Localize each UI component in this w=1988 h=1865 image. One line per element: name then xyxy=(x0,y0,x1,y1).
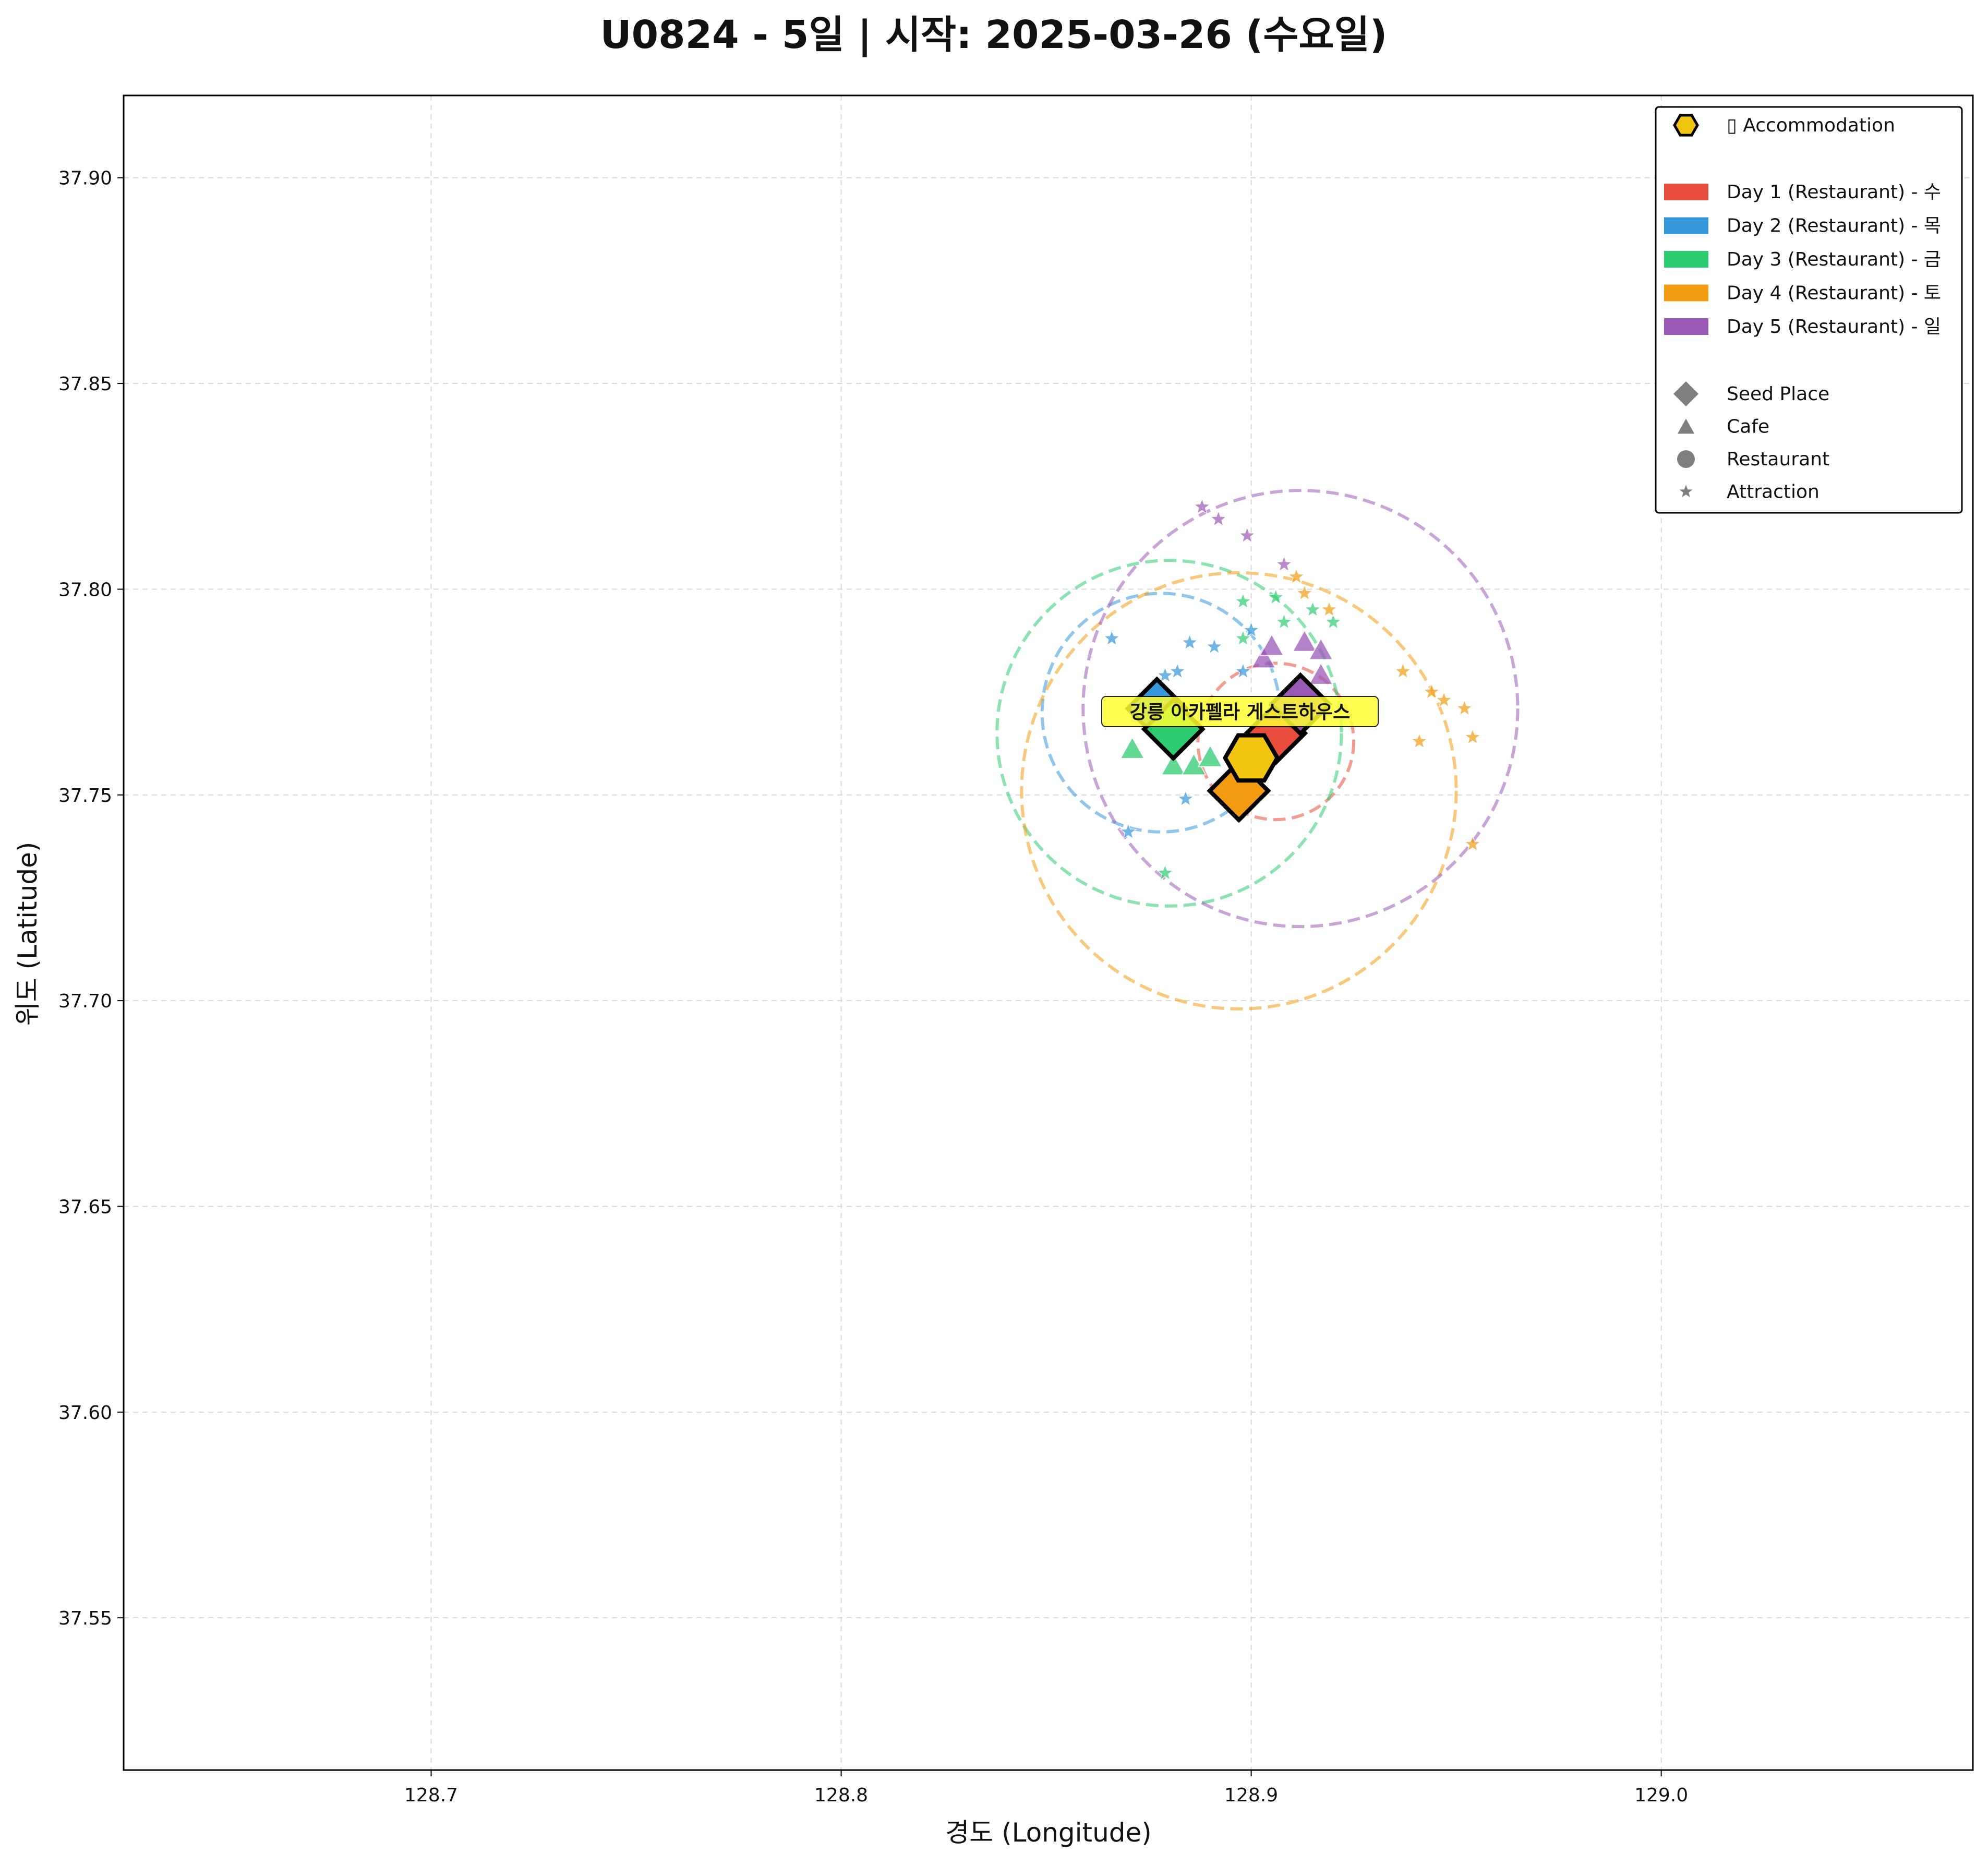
cafe-point-day-5 xyxy=(1308,662,1334,685)
attraction-point-day-2 xyxy=(1168,662,1187,679)
attraction-point-day-4 xyxy=(1394,662,1412,679)
attraction-point-day-4 xyxy=(1455,699,1474,716)
attraction-point-day-3 xyxy=(1156,863,1174,881)
y-tick-label: 37.90 xyxy=(58,168,112,189)
attraction-point-day-2 xyxy=(1103,629,1121,646)
attraction-point-day-3 xyxy=(1275,612,1293,630)
legend-diamond-icon xyxy=(1673,381,1698,406)
y-tick-label: 37.75 xyxy=(58,785,112,807)
attraction-point-day-4 xyxy=(1295,584,1314,601)
attraction-point-day-5 xyxy=(1275,555,1293,572)
attraction-point-day-5 xyxy=(1238,526,1256,544)
attraction-point-day-4 xyxy=(1463,728,1482,745)
legend-box xyxy=(1655,106,1963,514)
legend-day-2-swatch xyxy=(1664,217,1708,234)
legend-triangle-label: Cafe xyxy=(1727,416,1769,438)
y-tick-label: 37.85 xyxy=(58,374,112,395)
x-axis-label: 경도 (Longitude) xyxy=(945,1818,1152,1848)
y-tick-label: 37.65 xyxy=(58,1196,112,1218)
x-tick-label: 129.0 xyxy=(1634,1785,1688,1806)
attraction-point-day-2 xyxy=(1119,822,1138,840)
y-tick-label: 37.55 xyxy=(58,1608,112,1629)
radius-circle-day-3 xyxy=(995,559,1343,908)
attraction-point-day-3 xyxy=(1324,612,1343,630)
attraction-point-day-3 xyxy=(1234,592,1252,609)
legend-day-4-label: Day 4 (Restaurant) - 토 xyxy=(1727,283,1941,304)
attraction-point-day-4 xyxy=(1320,600,1339,618)
points xyxy=(1103,497,1482,881)
y-tick-label: 37.60 xyxy=(58,1402,112,1424)
legend-day-5-swatch xyxy=(1664,318,1708,335)
accommodation-label-box xyxy=(1101,696,1379,727)
legend-star-label: Attraction xyxy=(1727,482,1820,503)
accommodation-marker xyxy=(1222,733,1280,783)
y-tick-label: 37.70 xyxy=(58,991,112,1012)
attraction-point-day-2 xyxy=(1205,637,1224,655)
attraction-point-day-3 xyxy=(1304,600,1322,618)
x-tick-label: 128.9 xyxy=(1224,1785,1278,1806)
y-axis-label: 위도 (Latitude) xyxy=(13,842,43,1026)
legend-day-1-swatch xyxy=(1664,184,1708,200)
attraction-point-day-2 xyxy=(1176,789,1195,807)
attraction-point-day-5 xyxy=(1209,510,1227,527)
legend-triangle-icon xyxy=(1677,418,1695,434)
chart-title: U0824 - 5일 | 시작: 2025-03-26 (수요일) xyxy=(600,13,1388,57)
legend-accommodation-icon xyxy=(1673,114,1699,137)
y-tick-label: 37.80 xyxy=(58,579,112,600)
legend-day-2-label: Day 2 (Restaurant) - 목 xyxy=(1727,215,1941,237)
radius-circle-day-1 xyxy=(1196,661,1356,822)
legend-circle-label: Restaurant xyxy=(1727,449,1829,470)
cafe-point-day-5 xyxy=(1308,637,1334,660)
cafe-point-day-3 xyxy=(1160,752,1186,776)
legend-accommodation-label: ▯ Accommodation xyxy=(1727,115,1895,136)
axis-ticks: 128.7 128.8 128.9 129.0 37.55 37.60 37.65 37.70… xyxy=(58,168,1688,1806)
legend-day-1-label: Day 1 (Restaurant) - 수 xyxy=(1727,182,1941,203)
x-tick-label: 128.7 xyxy=(404,1785,458,1806)
legend: ▯ Accommodation Day 1 (Restaurant) - 수 Day… xyxy=(1655,106,1963,514)
legend-day-3-label: Day 3 (Restaurant) - 금 xyxy=(1727,249,1941,270)
attraction-point-day-2 xyxy=(1180,633,1199,651)
attraction-point-day-3 xyxy=(1267,588,1285,605)
attraction-point-day-4 xyxy=(1463,835,1482,852)
attraction-point-day-4 xyxy=(1410,732,1429,749)
attraction-point-day-4 xyxy=(1435,691,1453,708)
attraction-point-day-2 xyxy=(1156,666,1174,683)
accommodation-label: 강릉 아카펠라 게스트하우스 xyxy=(1130,702,1351,723)
plot-frame xyxy=(123,94,1974,1771)
cafe-point-day-5 xyxy=(1259,633,1285,656)
cafe-point-day-3 xyxy=(1119,736,1146,759)
attraction-point-day-4 xyxy=(1423,682,1441,700)
attraction-point-day-5 xyxy=(1192,497,1211,515)
accommodation-layer: 강릉 아카펠라 게스트하우스 xyxy=(1101,696,1379,783)
radius-circle-day-4 xyxy=(1020,571,1458,1010)
grid xyxy=(124,95,1973,1770)
attraction-point-day-3 xyxy=(1234,629,1252,646)
legend-circle-icon xyxy=(1677,450,1695,468)
legend-diamond-label: Seed Place xyxy=(1727,383,1829,405)
attraction-point-day-4 xyxy=(1287,567,1306,585)
legend-star-icon xyxy=(1679,485,1693,497)
radius-circle-day-5 xyxy=(1081,489,1520,929)
attraction-point-day-2 xyxy=(1242,621,1260,639)
cafe-point-day-5 xyxy=(1292,629,1318,652)
legend-day-4-swatch xyxy=(1664,284,1708,302)
attraction-point-day-2 xyxy=(1234,662,1252,679)
x-tick-label: 128.8 xyxy=(814,1785,868,1806)
cafe-point-day-5 xyxy=(1250,645,1276,669)
legend-day-3-swatch xyxy=(1664,251,1708,268)
legend-day-5-label: Day 5 (Restaurant) - 일 xyxy=(1727,316,1941,338)
cafe-point-day-3 xyxy=(1197,744,1223,767)
